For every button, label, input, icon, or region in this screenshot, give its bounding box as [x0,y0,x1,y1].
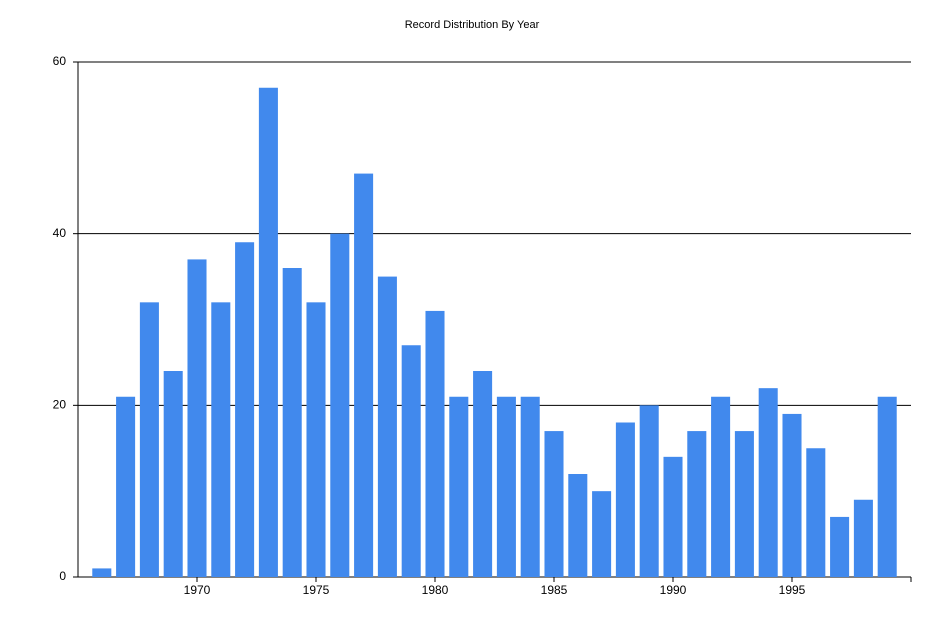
bar [877,396,897,577]
x-tick-label: 1975 [303,583,330,597]
bar [639,405,659,577]
bar [139,302,159,577]
bar [258,87,278,577]
bar [377,276,397,577]
y-tick-label: 20 [53,398,67,412]
bar [806,448,826,577]
x-tick-label: 1970 [184,583,211,597]
x-tick-label: 1990 [660,583,687,597]
y-tick-label: 0 [59,569,66,583]
bar [734,431,754,577]
bar [282,268,302,577]
bar [830,516,850,577]
bar [330,233,350,577]
y-tick-label: 40 [53,226,67,240]
y-tick-label: 60 [53,54,67,68]
bar [116,396,136,577]
bar [306,302,326,577]
bar [758,388,778,577]
bar [592,491,612,577]
chart-title: Record Distribution By Year [405,19,540,31]
bar [473,371,493,577]
bar [782,413,802,577]
bar [235,242,255,577]
bar [711,396,731,577]
bar [354,173,374,578]
bar [853,499,873,577]
bar [92,568,112,577]
bar [687,431,707,577]
bar [449,396,469,577]
bar [163,371,183,577]
bar [615,422,635,577]
bar [520,396,540,577]
bar [211,302,231,577]
bar [425,310,445,577]
x-tick-label: 1985 [541,583,568,597]
bar [568,474,588,577]
x-tick-label: 1980 [422,583,449,597]
bar [401,345,421,577]
bar [663,456,683,577]
x-tick-label: 1995 [779,583,806,597]
bar [496,396,516,577]
bar [544,431,564,577]
bar [187,259,207,577]
